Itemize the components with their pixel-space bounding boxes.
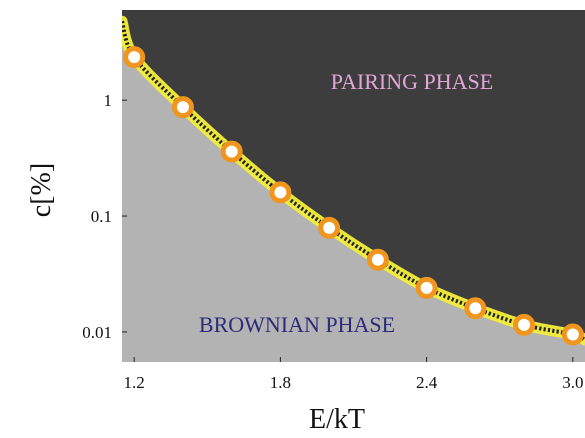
data-point-1 xyxy=(123,46,146,69)
x-axis-title: E/kT xyxy=(309,404,365,435)
x-tick-label-4: 3.0 xyxy=(562,373,583,392)
region-pairing-phase xyxy=(122,10,585,341)
data-point-8 xyxy=(464,297,487,320)
data-point-6 xyxy=(366,248,389,271)
x-tick-label-3: 2.4 xyxy=(416,373,438,392)
y-tick-label-1: 0.01 xyxy=(82,323,112,342)
region-label-pairing: PAIRING PHASE xyxy=(331,69,493,94)
region-label-brownian: BROWNIAN PHASE xyxy=(199,312,395,337)
data-point-4 xyxy=(269,181,292,204)
y-tick-label-3: 1 xyxy=(104,91,113,110)
axes: 1.2 1.8 2.4 3.0 0.01 0.1 1 xyxy=(82,91,583,392)
y-axis-title: c[%] xyxy=(26,163,57,217)
data-point-9 xyxy=(513,313,536,336)
data-point-10 xyxy=(561,323,584,346)
data-point-2 xyxy=(171,96,194,119)
x-tick-label-2: 1.8 xyxy=(270,373,291,392)
x-tick-label-1: 1.2 xyxy=(124,373,145,392)
data-point-3 xyxy=(220,140,243,163)
data-point-7 xyxy=(415,276,438,299)
y-tick-label-2: 0.1 xyxy=(91,207,112,226)
data-point-5 xyxy=(318,216,341,239)
